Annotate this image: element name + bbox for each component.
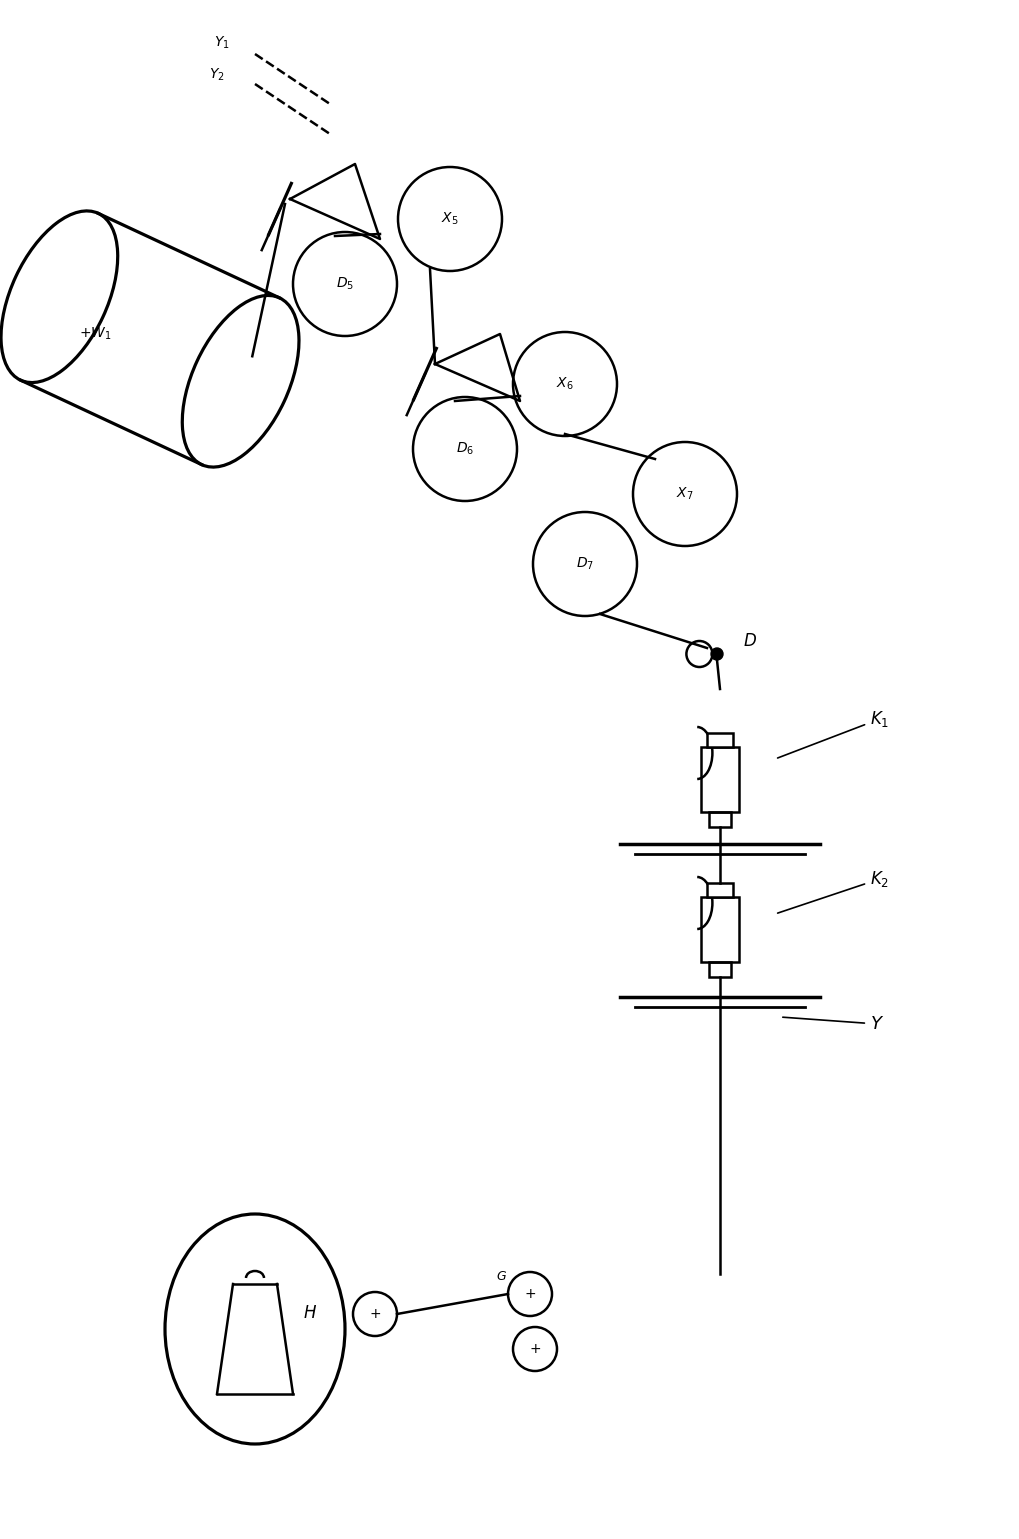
Text: $G$: $G$ — [496, 1270, 507, 1282]
Text: $X_6$: $X_6$ — [555, 376, 574, 392]
Bar — [700, 897, 739, 962]
Text: $+$: $+$ — [529, 1342, 540, 1356]
Bar — [706, 733, 733, 746]
Bar — [706, 882, 733, 897]
Text: $Y_1$: $Y_1$ — [214, 35, 229, 51]
Bar — [708, 811, 731, 826]
Text: $+$: $+$ — [524, 1287, 536, 1300]
Text: $D_7$: $D_7$ — [576, 556, 593, 573]
Text: $K_2$: $K_2$ — [776, 870, 889, 913]
Text: $D$: $D$ — [742, 633, 756, 649]
Text: $H$: $H$ — [303, 1305, 317, 1322]
Text: $Y_2$: $Y_2$ — [209, 68, 225, 83]
Text: $X_7$: $X_7$ — [676, 486, 693, 502]
Bar — [708, 962, 731, 977]
Text: $D_6$: $D_6$ — [455, 440, 474, 457]
Text: $K_1$: $K_1$ — [776, 709, 889, 759]
Text: $+$: $+$ — [369, 1307, 381, 1320]
Text: $X_5$: $X_5$ — [441, 211, 459, 228]
Text: $D_5$: $D_5$ — [335, 275, 354, 292]
Text: $Y$: $Y$ — [782, 1016, 883, 1033]
Text: $+W_1$: $+W_1$ — [78, 326, 111, 342]
Circle shape — [710, 648, 722, 660]
Bar — [700, 746, 739, 811]
